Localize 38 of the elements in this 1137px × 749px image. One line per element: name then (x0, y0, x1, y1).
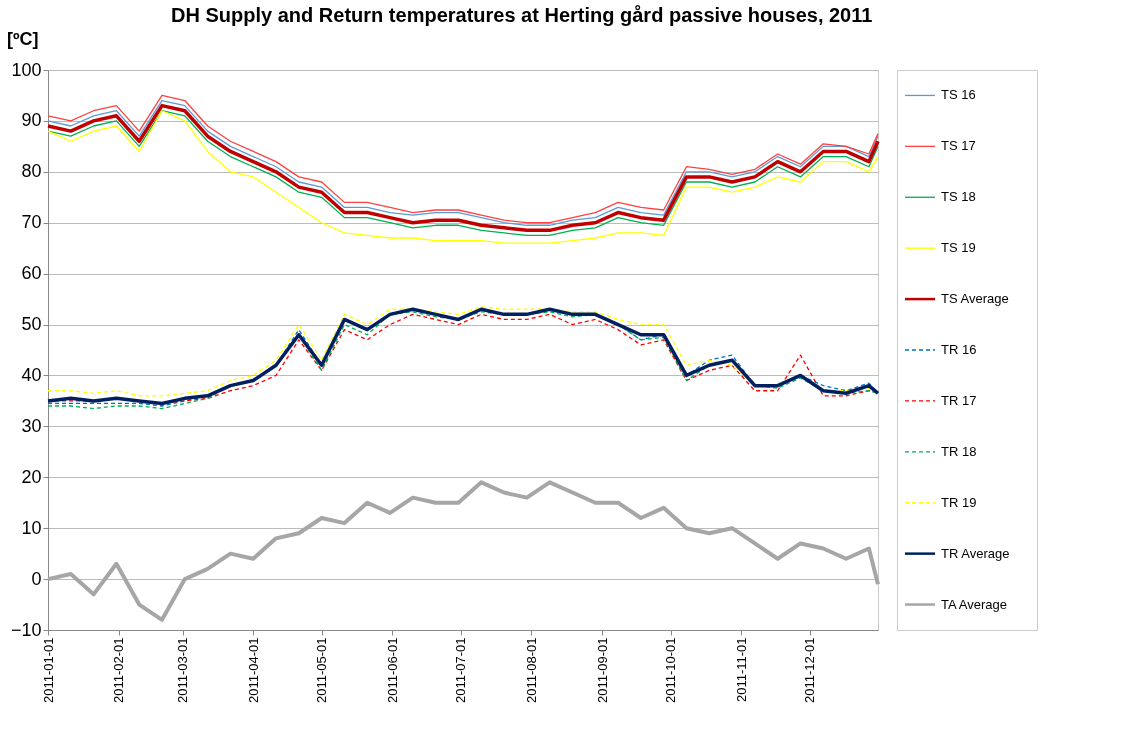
x-tick-label: 2011-12-01 (802, 637, 818, 704)
x-tick-label: 2011-06-01 (384, 637, 400, 704)
x-tick-label: 2011-05-01 (314, 637, 330, 704)
y-tick-label: 0 (31, 568, 42, 589)
x-tick-label: 2011-03-01 (175, 637, 191, 704)
y-tick-label: 80 (21, 161, 42, 182)
y-tick-label: 20 (21, 466, 42, 487)
y-tick-label: 10 (21, 517, 42, 538)
y-tick-label: 70 (21, 212, 42, 233)
legend-label: TR 18 (941, 443, 977, 459)
x-tick-label: 2011-09-01 (594, 637, 610, 704)
y-tick-label: 50 (21, 314, 42, 335)
x-tick-label: 2011-07-01 (453, 637, 469, 704)
legend-label: TA Average (941, 596, 1008, 612)
y-axis-title: [ºC] (6, 28, 39, 49)
legend-label: TR Average (941, 545, 1010, 561)
y-tick-label: 40 (21, 364, 42, 385)
y-tick-label: 30 (21, 415, 42, 436)
y-tick-label: −10 (10, 619, 42, 640)
line-series (46, 480, 880, 622)
x-tick-label: 2011-01-01 (40, 637, 56, 704)
x-tick-label: 2011-04-01 (245, 637, 261, 704)
legend-label: TS 19 (941, 240, 976, 256)
y-tick-label: 90 (21, 110, 42, 131)
x-tick-label: 2011-11-01 (733, 637, 749, 703)
legend-label: TR 16 (941, 342, 977, 357)
x-tick-label: 2011-02-01 (111, 637, 127, 704)
legend-label: TR 17 (941, 392, 977, 408)
legend-label: TS 17 (941, 138, 976, 154)
legend-label: TR 19 (941, 494, 977, 510)
x-tick-label: 2011-10-01 (663, 637, 678, 704)
legend-label: TS 16 (941, 87, 976, 103)
legend-label: TS 18 (941, 189, 976, 205)
x-tick-label: 2011-08-01 (523, 637, 539, 704)
chart-title: DH Supply and Return temperatures at Herting gård passive houses, 2011 (171, 3, 873, 26)
y-tick-label: 60 (21, 263, 42, 284)
legend-label: TS Average (941, 291, 1009, 307)
y-tick-label: 100 (11, 59, 42, 80)
